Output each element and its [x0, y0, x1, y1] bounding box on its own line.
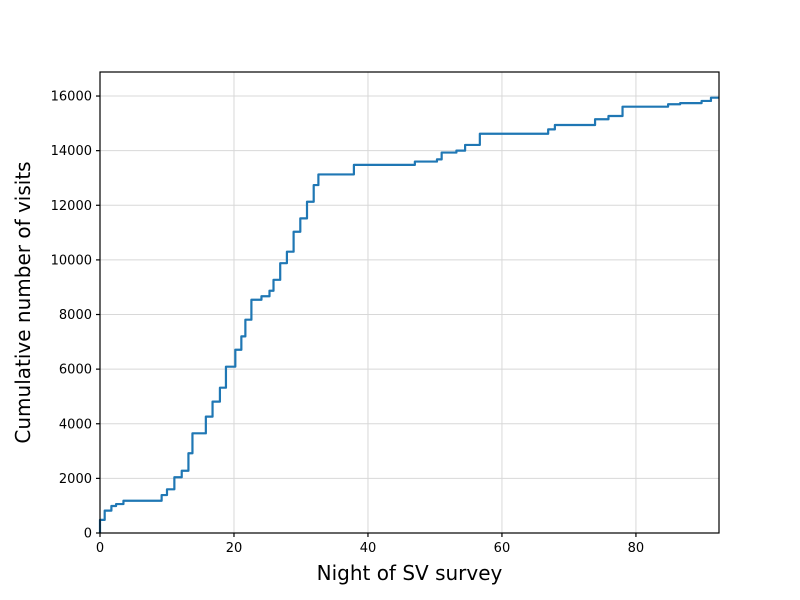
y-tick-label: 12000: [51, 199, 92, 214]
x-tick-label: 20: [226, 541, 243, 556]
x-tick-label: 40: [360, 541, 377, 556]
y-tick-label: 16000: [51, 90, 92, 105]
plot-border-spines: [99, 71, 720, 534]
y-tick-label: 14000: [51, 144, 92, 159]
gridlines: [99, 72, 719, 534]
cumulative-step-line: [98, 96, 719, 533]
x-axis-label: Night of SV survey: [317, 561, 503, 585]
x-tick-label: 60: [494, 541, 511, 556]
y-tick-label: 8000: [59, 308, 92, 323]
y-tick-label: 4000: [59, 417, 92, 432]
axis-tick-labels: 0 20 40 60 80 0 2000 4000 6000 8000 10000 12000 1400…: [51, 90, 645, 556]
y-tick-label: 6000: [59, 363, 92, 378]
y-tick-label: 10000: [51, 253, 92, 268]
y-tick-label: 0: [84, 527, 92, 542]
y-axis-label: Cumulative number of visits: [11, 161, 35, 443]
y-tick-label: 2000: [59, 472, 92, 487]
x-tick-label: 0: [96, 541, 104, 556]
x-tick-label: 80: [628, 541, 645, 556]
axis-tick-marks: [96, 95, 637, 537]
